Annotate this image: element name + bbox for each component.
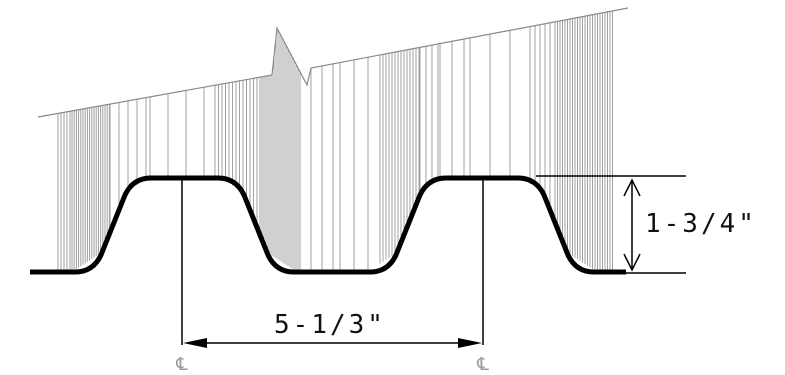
break-line xyxy=(37,7,629,118)
depth-arrow-down-head xyxy=(623,253,641,272)
depth-label: 1-3/4" xyxy=(645,209,757,239)
pitch-arrow-right xyxy=(458,338,482,348)
pitch-label: 5-1/3" xyxy=(274,310,386,340)
depth-arrow-up-head xyxy=(623,178,641,197)
pitch-arrow-left xyxy=(183,338,207,348)
centerline-symbol-right: ℄ xyxy=(476,354,489,375)
deck-profile xyxy=(30,175,626,275)
centerline-symbol-left: ℄ xyxy=(175,354,188,375)
section-hatch xyxy=(57,10,613,270)
